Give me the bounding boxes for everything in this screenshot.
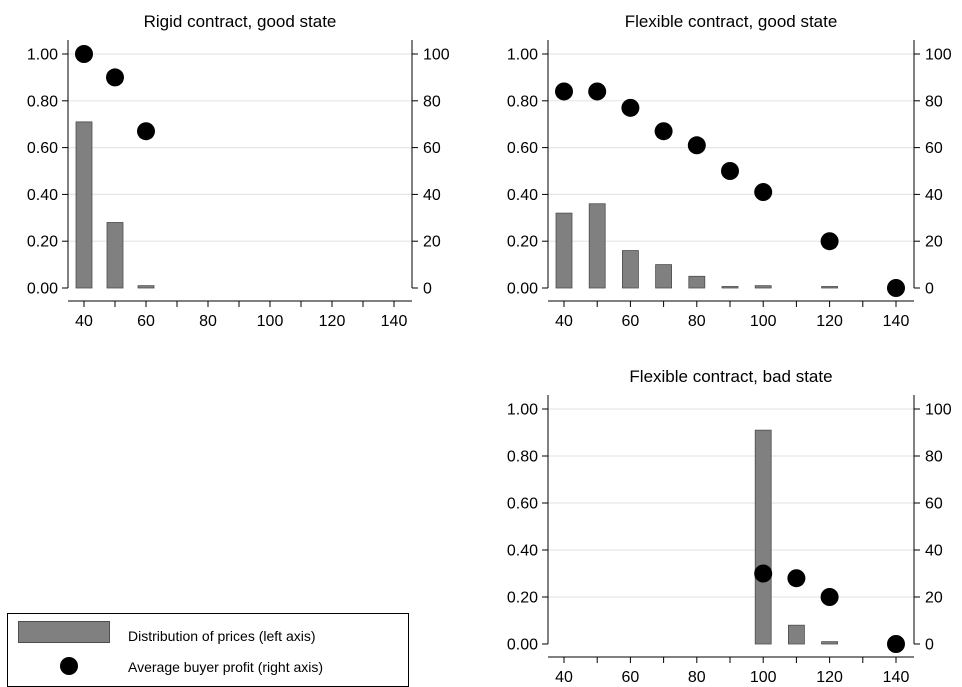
y-tick-label-right: 0 <box>925 281 934 298</box>
y-tick-label-right: 20 <box>925 590 943 607</box>
y-tick-label-right: 20 <box>925 234 943 251</box>
profit-dot <box>106 68 124 87</box>
y-tick-label-right: 0 <box>925 637 934 654</box>
price-bar <box>555 212 573 289</box>
profit-dot <box>787 569 806 588</box>
y-tick-label-right: 60 <box>925 140 943 157</box>
profit-dot <box>887 279 905 297</box>
x-tick-label: 120 <box>816 313 843 330</box>
profit-dot <box>588 82 607 101</box>
y-tick-label-left: 0.00 <box>27 281 58 298</box>
x-tick-label: 140 <box>883 669 910 686</box>
x-tick-label: 80 <box>199 313 217 330</box>
profit-dot <box>721 162 739 180</box>
profit-dot <box>621 98 640 117</box>
y-tick-label-right: 40 <box>925 543 943 560</box>
y-tick-label-right: 80 <box>925 93 943 110</box>
chart-title: Flexible contract, good state <box>625 12 838 31</box>
y-tick-label-left: 0.80 <box>27 93 58 110</box>
x-tick-label: 100 <box>750 313 777 330</box>
y-tick-label-left: 0.60 <box>27 140 58 157</box>
y-tick-label-left: 0.00 <box>507 281 538 298</box>
price-bar <box>754 429 772 645</box>
y-tick-label-right: 80 <box>423 93 441 110</box>
x-tick-label: 120 <box>816 669 843 686</box>
price-bar <box>721 286 739 289</box>
y-tick-label-right: 100 <box>925 402 952 419</box>
x-tick-label: 40 <box>555 669 573 686</box>
y-tick-label-right: 60 <box>423 140 441 157</box>
price-bar <box>688 275 706 289</box>
legend-bar-swatch <box>18 621 110 643</box>
x-tick-label: 80 <box>688 313 706 330</box>
chart-title: Flexible contract, bad state <box>629 367 832 386</box>
y-tick-label-right: 100 <box>925 47 952 64</box>
legend: Distribution of prices (left axis) Avera… <box>7 613 409 687</box>
x-tick-label: 140 <box>883 313 910 330</box>
price-bar <box>655 264 672 289</box>
x-tick-label: 80 <box>688 669 706 686</box>
price-bar <box>137 285 155 289</box>
x-tick-label: 140 <box>381 313 408 330</box>
y-tick-label-left: 0.60 <box>507 140 538 157</box>
x-tick-label: 120 <box>319 313 346 330</box>
x-tick-label: 100 <box>750 669 777 686</box>
y-tick-label-left: 1.00 <box>27 47 58 64</box>
legend-bar-label: Distribution of prices (left axis) <box>128 628 316 644</box>
profit-dot <box>137 122 155 141</box>
profit-dot <box>654 122 673 141</box>
x-tick-label: 40 <box>75 313 93 330</box>
x-tick-label: 100 <box>257 313 284 330</box>
x-tick-label: 60 <box>622 313 640 330</box>
legend-dot-marker <box>60 657 78 675</box>
y-tick-label-left: 0.20 <box>507 234 538 251</box>
y-tick-label-left: 0.20 <box>507 590 538 607</box>
y-tick-label-left: 0.00 <box>507 637 538 654</box>
profit-dot <box>820 232 839 251</box>
y-tick-label-left: 0.40 <box>507 187 538 204</box>
legend-item-profit: Average buyer profit (right axis) <box>8 614 408 675</box>
y-tick-label-right: 0 <box>423 281 432 298</box>
y-tick-label-right: 20 <box>423 234 441 251</box>
price-bar <box>754 285 772 289</box>
y-tick-label-left: 0.20 <box>27 234 58 251</box>
y-tick-label-right: 60 <box>925 496 943 513</box>
y-tick-label-right: 40 <box>423 187 441 204</box>
price-bar <box>622 250 639 289</box>
x-tick-label: 60 <box>622 669 640 686</box>
y-tick-label-left: 0.80 <box>507 93 538 110</box>
legend-dot-label: Average buyer profit (right axis) <box>128 659 324 675</box>
profit-dot <box>687 136 706 155</box>
y-tick-label-right: 100 <box>423 47 450 64</box>
profit-dot <box>555 82 573 101</box>
y-tick-label-left: 0.80 <box>507 449 538 466</box>
profit-dot <box>820 588 839 606</box>
y-tick-label-left: 0.40 <box>507 543 538 560</box>
profit-dot <box>75 45 93 63</box>
x-tick-label: 40 <box>555 313 573 330</box>
profit-dot <box>754 183 773 202</box>
x-tick-label: 60 <box>137 313 155 330</box>
price-bar <box>788 624 805 645</box>
y-tick-label-right: 80 <box>925 449 943 466</box>
profit-dot <box>754 564 773 583</box>
price-bar <box>75 121 93 289</box>
profit-dot <box>887 635 905 653</box>
y-tick-label-left: 1.00 <box>507 402 538 419</box>
price-bar <box>588 203 606 289</box>
chart-title: Rigid contract, good state <box>144 12 337 31</box>
y-tick-label-left: 0.40 <box>27 187 58 204</box>
legend-item-prices: Distribution of prices (left axis) <box>8 614 408 644</box>
y-tick-label-left: 1.00 <box>507 47 538 64</box>
y-tick-label-right: 40 <box>925 187 943 204</box>
price-bar <box>106 222 124 289</box>
price-bar <box>821 286 838 289</box>
y-tick-label-left: 0.60 <box>507 496 538 513</box>
price-bar <box>821 641 838 645</box>
